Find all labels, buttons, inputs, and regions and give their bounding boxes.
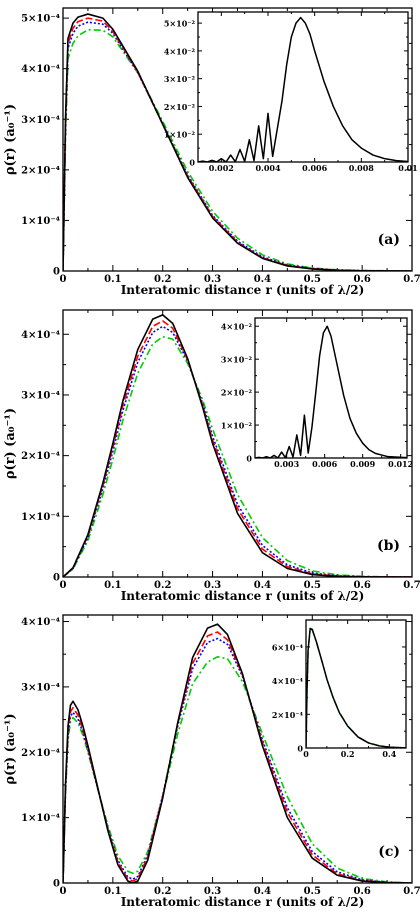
panel-b-inset-ytick-label: 0 [246,454,252,464]
panel-b-inset-xtick-label: 0.009 [350,459,375,469]
panel-b-inset-xtick-label: 0.012 [388,459,413,469]
panel-c-xtick-label: 0.6 [353,886,370,897]
panel-c-ytick-label: 1×10⁻⁴ [21,813,61,824]
panel-a-inset-xtick-label: 0.002 [209,163,234,173]
panel-a-ytick-label: 5×10⁻⁴ [21,14,61,25]
panel-c-xtick-label: 0.3 [204,886,221,897]
panel-c-ytick-label: 4×10⁻⁴ [21,617,61,628]
panel-b-inset-xtick-label: 0.003 [274,459,299,469]
panel-c-inset-xtick-label: 0.4 [382,749,396,759]
panel-b-xlabel: Interatomic distance r (units of λ/2) [121,589,365,603]
panel-a-series-0-line [63,13,412,271]
panel-a-inset-xtick-label: 0.01 [398,163,417,173]
panel-a-inset-ytick-label: 2×10⁻² [164,102,196,112]
panel-a-inset-series-0-line [198,16,408,162]
panel-b-xtick-label: 0.4 [254,580,271,591]
panel-c-label: (c) [378,844,400,860]
panel-a-xtick-label: 0.1 [104,274,121,285]
panel-a-inset-axes: 0.002 0.004 0.006 0.008 0.01 0 1×10⁻² 2×10⁻² 3×1… [164,11,418,173]
panel-a-xtick-label: 0.3 [204,274,221,285]
panel-c-xtick-label: 0.2 [154,886,171,897]
panel-b-ytick-label: 4×10⁻⁴ [21,330,61,341]
panel-b-xtick-label: 0.1 [104,580,121,591]
panel-c-inset-ytick-label: 2×10⁻⁴ [272,710,304,720]
panel-b-inset-ytick-label: 4×10⁻² [221,322,253,332]
panel-a-inset-ytick-label: 4×10⁻² [164,46,196,56]
panel-c-inset-xtick-label: 0.2 [341,749,355,759]
panel-c-ytick-label: 0 [53,879,60,890]
panel-c-xtick-label: 0.5 [304,886,321,897]
panel-b-xtick-label: 0.2 [154,580,171,591]
panel-b-ytick-label: 1×10⁻⁴ [21,512,61,523]
panel-b-xtick-label: 0.3 [204,580,221,591]
panel-c-inset-axes: 0 0.2 0.4 0 2×10⁻⁴ 4×10⁻⁴ 6×10⁻⁴ [272,619,407,759]
panel-c-ytick-label: 3×10⁻⁴ [21,682,61,693]
panel-a-ytick-label: 2×10⁻⁴ [21,165,61,176]
panel-c-inset-ytick-label: 6×10⁻⁴ [272,642,304,652]
panel-c-ylabel: ρ(r) (a₀⁻¹) [3,713,18,784]
panel-a-inset-xtick-label: 0.008 [349,163,374,173]
panel-c-inset-ytick-label: 0 [297,744,303,754]
panel-b-ytick-label: 0 [53,573,60,584]
panel-a-xtick-label: 0.6 [353,274,370,285]
panel-a-xtick-label: 0.4 [254,274,271,285]
panel-b-inset-xtick-label: 0.006 [312,459,337,469]
panel-c-xtick-label: 0.1 [104,886,121,897]
panel-a-ylabel: ρ(r) (a₀⁻¹) [3,104,18,175]
panel-b-inset-ytick-label: 2×10⁻² [221,388,253,398]
panel-b-ytick-label: 3×10⁻⁴ [21,390,61,401]
panel-a-ytick-label: 1×10⁻⁴ [21,216,61,227]
panel-b-inset-frame [254,317,408,459]
panel-a-inset-ytick-label: 3×10⁻² [164,74,196,84]
panel-a-inset-ytick-label: 0 [189,158,195,168]
panel-c-inset-xtick-label: 0 [303,749,309,759]
panel-a-inset-xtick-label: 0.004 [255,163,280,173]
panel-a-inset-ytick-label: 1×10⁻² [164,130,196,140]
panel-a-xtick-label: 0.7 [403,274,420,285]
panel-a-xtick-label: 0.2 [154,274,171,285]
panel-b-xtick-label: 0.7 [403,580,420,591]
panel-a-ytick-label: 3×10⁻⁴ [21,115,61,126]
panel-b-ylabel: ρ(r) (a₀⁻¹) [3,408,18,479]
panel-b-xtick-label: 0.6 [353,580,370,591]
panel-a-xlabel: Interatomic distance r (units of λ/2) [121,283,365,297]
panel-b-xtick-label: 0 [60,580,67,591]
panel-a-xtick-label: 0 [60,274,67,285]
panel-a-inset-xtick-label: 0.006 [302,163,327,173]
panel-a-inset-frame [197,11,409,163]
panel-c-inset-series-0-line [306,627,406,748]
panel-a-series-1-line [63,17,412,271]
panel-a-ytick-label: 4×10⁻⁴ [21,64,61,75]
panel-a-inset-ytick-label: 5×10⁻² [164,19,196,29]
panel-b-series-0-line [63,314,412,577]
panel-b-ytick-label: 2×10⁻⁴ [21,451,61,462]
panel-b-inset-ytick-label: 3×10⁻² [221,355,253,365]
panel-b-inset-axes: 0.003 0.006 0.009 0.012 0 1×10⁻² 2×10⁻² 3×10⁻² 4… [221,317,413,469]
panel-c-xtick-label: 0.7 [403,886,420,897]
panel-b-label: (b) [377,538,400,554]
panel-c-xtick-label: 0 [60,886,67,897]
panel-c-xtick-label: 0.4 [254,886,271,897]
panel-c-series-0-line [63,623,412,883]
panel-a-xtick-label: 0.5 [304,274,321,285]
panel-c-ytick-label: 2×10⁻⁴ [21,748,61,759]
panel-c-inset-ytick-label: 4×10⁻⁴ [272,676,304,686]
panel-c-xlabel: Interatomic distance r (units of λ/2) [121,895,365,909]
panel-b-xtick-label: 0.5 [304,580,321,591]
panel-b-series-3-line [63,335,412,577]
panel-c-inset-frame [305,619,407,749]
panel-b-inset-ytick-label: 1×10⁻² [221,421,253,431]
panel-b-inset-series-0-line [255,325,407,458]
panel-a-ytick-label: 0 [53,267,60,278]
panel-a-series-3-line [63,28,412,271]
panel-a-label: (a) [378,232,400,248]
